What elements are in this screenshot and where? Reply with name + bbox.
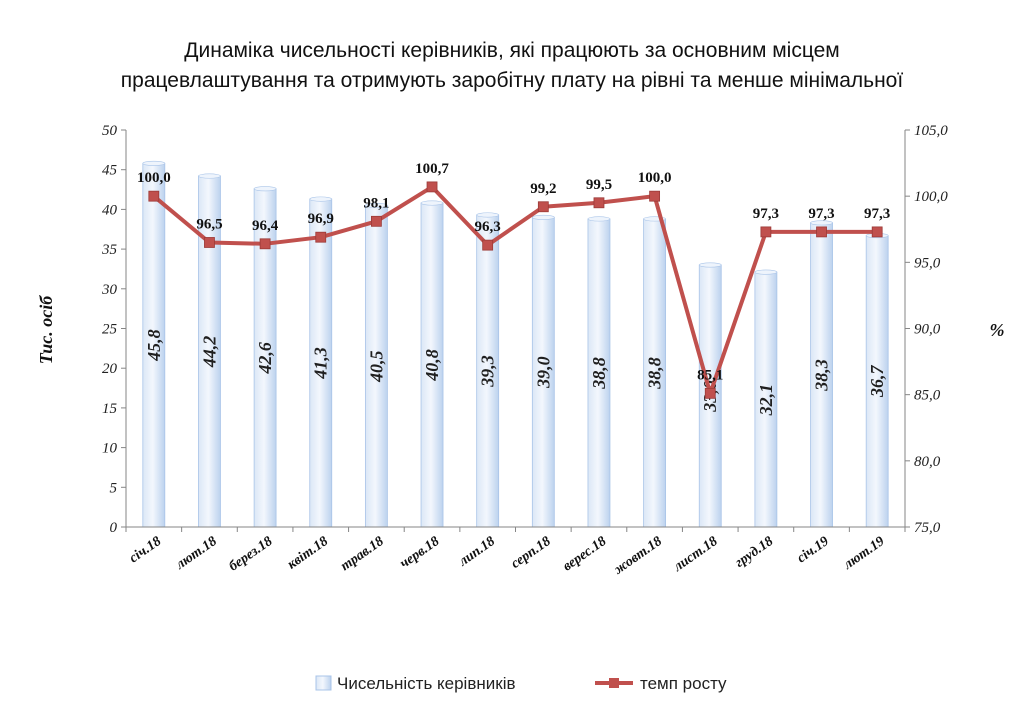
x-tick-label: черв.18	[397, 534, 442, 572]
legend-bar-label: Чисельність керівників	[337, 674, 516, 693]
line-value-label: 99,5	[586, 177, 612, 193]
y2-tick-label: 95,0	[914, 255, 941, 271]
line-value-label: 100,0	[638, 170, 672, 186]
y2-tick-label: 75,0	[914, 520, 941, 536]
bar-top	[587, 216, 611, 222]
y2-tick-label: 80,0	[914, 454, 941, 470]
line-point	[315, 231, 327, 243]
y-tick-label: 20	[102, 361, 118, 377]
y-tick-label: 0	[110, 520, 118, 536]
y2-axis-title: %	[990, 320, 1005, 340]
y2-tick-label: 90,0	[914, 322, 941, 338]
bar-top	[698, 262, 722, 268]
y-tick-label: 5	[110, 480, 118, 496]
line-value-label: 96,5	[196, 216, 222, 232]
bar-value-label: 39,3	[478, 355, 498, 388]
x-tick-label: трав.18	[338, 534, 386, 574]
y-tick-label: 30	[101, 282, 118, 298]
line-point	[426, 181, 438, 193]
bar-value-label: 38,8	[645, 357, 665, 390]
x-tick-label: квіт.18	[285, 534, 331, 573]
x-tick-label: лют.19	[840, 534, 887, 573]
y2-tick-label: 105,0	[914, 123, 948, 139]
line-value-label: 96,4	[252, 218, 279, 234]
bar-top	[309, 196, 333, 202]
x-tick-label: лист.18	[670, 534, 720, 575]
x-tick-label: лип.18	[456, 534, 498, 570]
x-tick-label: верес.18	[560, 534, 609, 574]
y-tick-label: 40	[102, 202, 118, 218]
x-tick-label: січ.18	[127, 534, 164, 566]
bar-top	[365, 202, 388, 208]
line-value-label: 100,7	[415, 161, 449, 177]
bar-value-label: 38,8	[589, 357, 609, 390]
bar-top	[476, 212, 499, 218]
bar-top	[754, 269, 778, 275]
line-value-label: 96,3	[475, 219, 501, 235]
growth-rate-line	[152, 184, 878, 396]
bar-value-label: 40,5	[366, 350, 386, 383]
line-point	[537, 201, 549, 213]
line-point	[259, 238, 271, 250]
bar-top	[142, 160, 166, 166]
line-value-label: 96,9	[308, 211, 334, 227]
line-point	[816, 226, 827, 238]
line-value-label: 98,1	[363, 195, 389, 211]
bar-value-label: 41,3	[311, 347, 331, 380]
line-point	[482, 239, 494, 251]
x-tick-label: лют.18	[173, 534, 220, 573]
chart-title-line-2: працевлаштування та отримують заробітну …	[120, 69, 904, 92]
y2-tick-label: 85,0	[914, 388, 941, 404]
x-tick-label: груд.18	[733, 534, 777, 571]
line-value-label: 85,1	[697, 367, 723, 383]
y-tick-label: 15	[102, 401, 118, 417]
x-tick-label: січ.19	[795, 534, 832, 566]
bar-value-label: 44,2	[199, 336, 219, 369]
bar-value-label: 38,3	[812, 359, 832, 392]
line-point	[148, 190, 160, 202]
bar-value-label: 40,8	[422, 349, 442, 382]
bar-top	[253, 186, 277, 192]
x-tick-label: берез.18	[226, 534, 275, 575]
line-value-label: 97,3	[864, 206, 890, 222]
y-tick-label: 10	[102, 441, 118, 457]
y-tick-label: 45	[102, 163, 118, 179]
bar-top	[810, 220, 833, 226]
line-value-label: 100,0	[137, 170, 171, 186]
y-tick-label: 25	[102, 322, 118, 338]
line-value-label: 97,3	[753, 206, 779, 222]
legend-bar-swatch	[315, 675, 332, 691]
line-value-label: 97,3	[808, 206, 834, 222]
bar-top	[198, 173, 221, 179]
x-tick-label: серп.18	[509, 534, 554, 572]
legend-line-label: темп росту	[640, 674, 727, 693]
line-point	[204, 237, 215, 248]
bar-value-label: 36,7	[867, 365, 887, 399]
x-tick-label: жовт.18	[611, 534, 664, 578]
legend-line-marker	[609, 678, 619, 688]
line-point	[649, 190, 661, 202]
chart-title: Динаміка чисельності керівників, які пра…	[0, 36, 1024, 96]
line-value-label: 99,2	[530, 181, 556, 197]
y-tick-label: 50	[102, 123, 118, 139]
bar-value-label: 39,0	[533, 356, 553, 389]
bar-value-label: 32,1	[756, 384, 776, 417]
bar-value-label: 45,8	[144, 329, 164, 362]
line-point	[871, 226, 883, 238]
legend: Чисельність керівників темп росту	[315, 674, 727, 693]
chart-title-line-1: Динаміка чисельності керівників, які пра…	[184, 39, 840, 62]
y2-tick-label: 100,0	[914, 189, 948, 205]
y-axis-title: Тис. осіб	[36, 295, 56, 365]
bar-top	[420, 200, 444, 206]
line-point	[760, 226, 772, 238]
bar-value-label: 42,6	[255, 342, 275, 375]
bar-top	[532, 214, 555, 220]
line-point	[370, 215, 382, 227]
y-tick-label: 35	[101, 242, 118, 258]
line-point	[593, 197, 605, 209]
line-point	[704, 387, 716, 399]
